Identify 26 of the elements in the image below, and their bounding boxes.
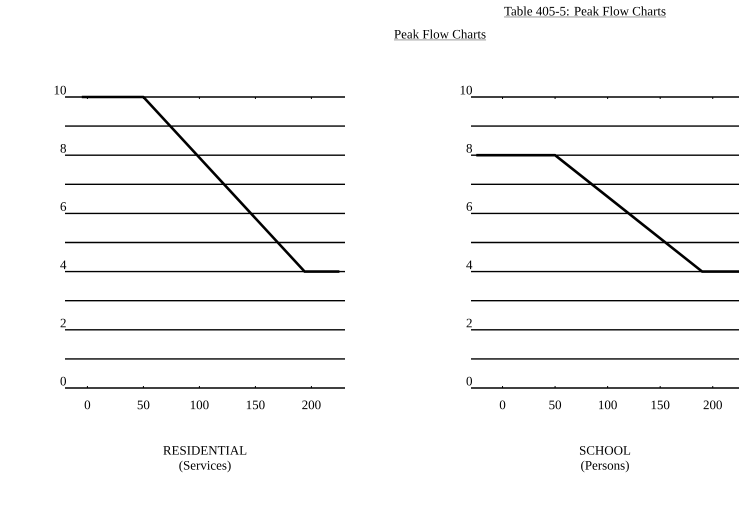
chart-title: Table 405-5: Peak Flow Charts (504, 6, 666, 16)
x-tick-label: 50 (138, 400, 150, 410)
x-tick-label: 0 (500, 400, 506, 410)
x-tick-label: 200 (704, 400, 722, 410)
x-tick-label: 0 (84, 400, 90, 410)
x-tick-label: 100 (190, 400, 209, 410)
y-tick-label: 0 (60, 376, 66, 386)
x-axis-title: SCHOOL (Persons) (580, 446, 630, 472)
y-tick-label: 2 (60, 318, 66, 328)
y-tick-label: 2 (466, 318, 472, 328)
y-tick-label: 6 (60, 202, 66, 211)
x-tick-label: 150 (652, 400, 670, 410)
x-tick-label: 100 (599, 400, 617, 410)
chart-subtitle: Peak Flow Charts (394, 29, 486, 39)
y-tick-label: 8 (60, 144, 66, 153)
y-tick-label: 6 (466, 202, 472, 211)
y-tick-label: 10 (460, 86, 472, 94)
y-tick-label: 8 (466, 144, 472, 153)
y-tick-label: 0 (466, 376, 472, 386)
x-tick-label: 200 (302, 400, 321, 410)
x-tick-label: 50 (549, 400, 562, 410)
y-tick-label: 10 (54, 86, 66, 94)
x-tick-label: 150 (246, 400, 265, 410)
x-axis-title: RESIDENTIAL (Services) (163, 446, 246, 472)
y-tick-label: 4 (60, 260, 66, 270)
y-tick-label: 4 (466, 260, 472, 270)
